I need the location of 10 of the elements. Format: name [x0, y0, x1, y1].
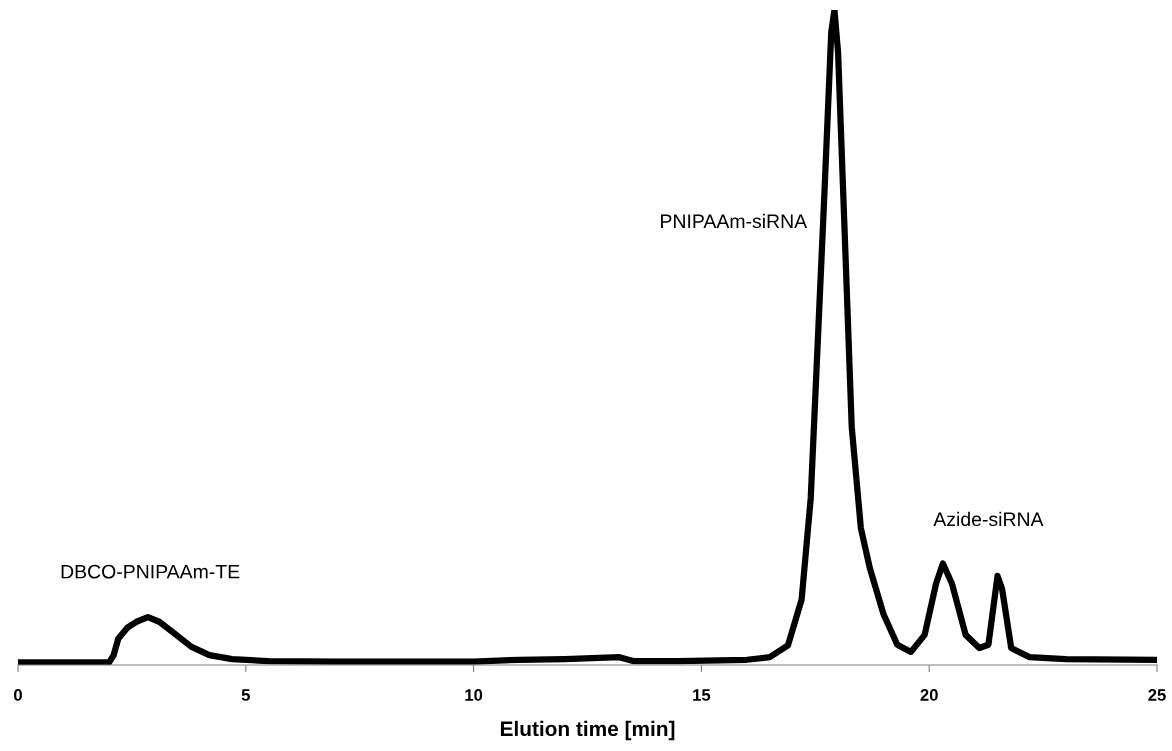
x-tick-label: 25	[1148, 689, 1166, 701]
x-tick-label: 5	[241, 689, 250, 701]
annotation: DBCO-PNIPAAm-TE	[61, 564, 240, 579]
x-tick-label: 15	[693, 689, 711, 701]
x-tick-label: 0	[14, 689, 22, 701]
annotation: PNIPAAm-siRNA	[661, 213, 808, 229]
x-tick-label: 20	[920, 689, 938, 701]
annotation: Azide-siRNA	[933, 511, 1044, 527]
x-axis-title: Elution time [min]	[500, 720, 675, 741]
x-tick-label: 10	[465, 689, 483, 701]
